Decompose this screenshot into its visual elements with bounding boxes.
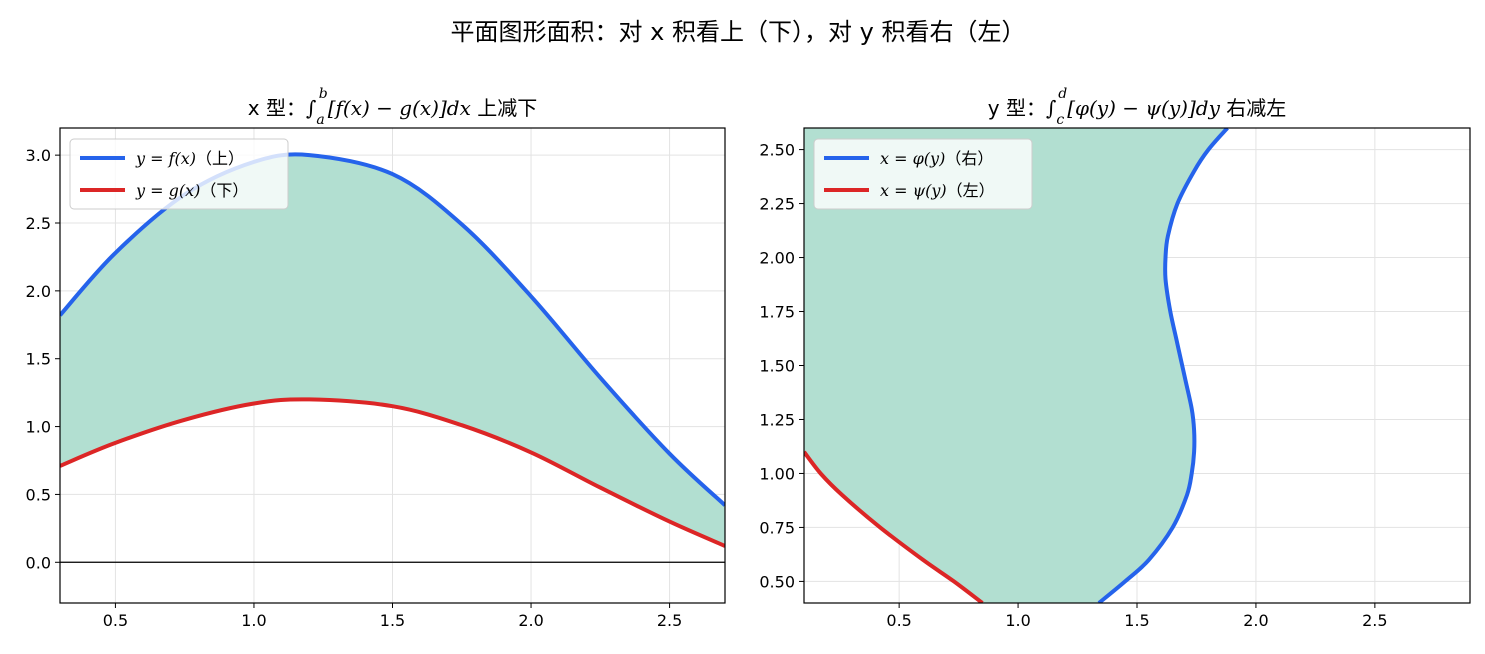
y-tick-label: 1.0 [26, 418, 51, 437]
y-tick-label: 1.00 [759, 464, 795, 483]
y-tick-label: 0.5 [26, 485, 51, 504]
x-tick-label: 2.0 [518, 611, 543, 630]
series-line-g [60, 397, 725, 548]
y-tick-label: 1.25 [759, 410, 795, 429]
legend: y = f(x)（上） y = g(x)（下） [69, 138, 289, 210]
y-tick-label: 0.50 [759, 572, 795, 591]
area-between-curves [60, 154, 725, 546]
legend: x = φ(y)（右） x = ψ(y)（左） [813, 138, 1033, 210]
x-tick-label: 2.5 [657, 611, 682, 630]
y-tick-label: 2.50 [759, 141, 795, 160]
y-tick-label: 1.5 [26, 350, 51, 369]
y-tick-label: 3.0 [26, 146, 51, 165]
x-tick-label: 1.5 [1124, 611, 1149, 630]
y-tick-label: 2.00 [759, 249, 795, 268]
x-tick-label: 1.0 [241, 611, 266, 630]
plot-area [60, 152, 725, 563]
x-tick-label: 0.5 [103, 611, 128, 630]
series-line-f [60, 152, 725, 507]
y-tick-label: 0.0 [26, 553, 51, 572]
y-tick-label: 2.25 [759, 195, 795, 214]
legend-label: y = g(x)（下） [135, 181, 248, 200]
x-tick-label: 1.0 [1005, 611, 1030, 630]
y-tick-label: 1.50 [759, 357, 795, 376]
x-type-panel: 0.5 1.0 1.5 2.0 2.5 0.0 0.5 1.0 1.5 2.0 2.5 3.0 x 型：… [26, 86, 726, 630]
plot-area [804, 128, 1229, 603]
x-tick-label: 2.0 [1243, 611, 1268, 630]
legend-label: y = f(x)（上） [135, 149, 244, 168]
legend-label: x = ψ(y)（左） [880, 181, 995, 200]
figure-title: 平面图形面积：对 x 积看上（下），对 y 积看右（左） [451, 18, 1026, 46]
panel-title: y 型：∫cd[φ(y) − ψ(y)]dy 右减左 [988, 86, 1286, 128]
series-line-phi [1097, 128, 1229, 603]
y-tick-label: 0.75 [759, 518, 795, 537]
legend-label: x = φ(y)（右） [880, 149, 993, 168]
y-type-panel: 0.5 1.0 1.5 2.0 2.5 0.50 0.75 1.00 1.25 1.50 1.75 2… [759, 86, 1471, 630]
x-tick-label: 2.5 [1362, 611, 1387, 630]
x-tick-label: 1.5 [380, 611, 405, 630]
y-tick-label: 2.5 [26, 214, 51, 233]
x-tick-label: 0.5 [886, 611, 911, 630]
panel-title: x 型：∫ab[f(x) − g(x)]dx 上减下 [248, 86, 537, 128]
series-line-psi [804, 450, 984, 603]
y-tick-label: 1.75 [759, 303, 795, 322]
area-between-curves [804, 128, 1228, 603]
y-tick-label: 2.0 [26, 282, 51, 301]
